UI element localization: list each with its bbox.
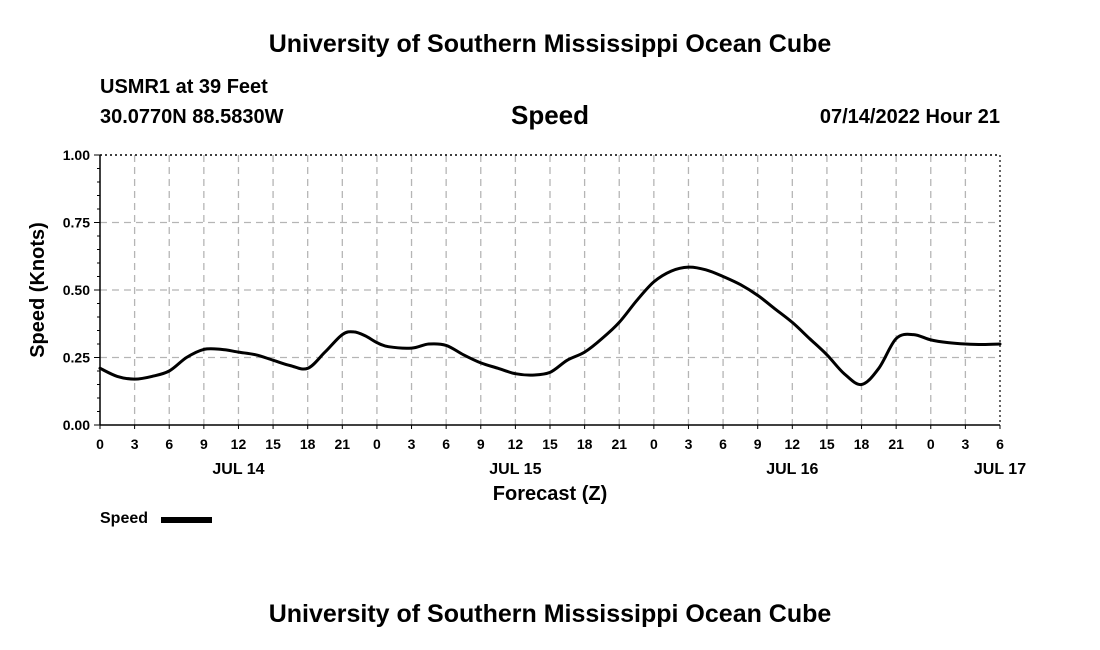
footer-title: University of Southern Mississippi Ocean… [268, 600, 832, 628]
x-tick-label: 21 [611, 436, 627, 452]
x-tick-label: 9 [200, 436, 208, 452]
legend-label: Speed [100, 510, 149, 527]
x-tick-label: 6 [719, 436, 727, 452]
x-tick-label: 6 [996, 436, 1004, 452]
x-tick-label: 21 [888, 436, 904, 452]
y-tick-label: 0.00 [63, 417, 90, 433]
x-date-label: JUL 14 [212, 461, 264, 478]
x-tick-label: 9 [754, 436, 762, 452]
x-tick-label: 18 [300, 436, 316, 452]
legend-line-swatch [161, 517, 212, 523]
coordinates-label: 30.0770N 88.5830W [100, 106, 284, 128]
x-tick-label: 21 [335, 436, 351, 452]
x-date-label: JUL 16 [766, 461, 818, 478]
x-tick-label: 15 [819, 436, 835, 452]
x-tick-label: 18 [854, 436, 870, 452]
x-tick-label: 18 [577, 436, 593, 452]
speed-series-line [98, 265, 1002, 387]
x-tick-label: 15 [265, 436, 281, 452]
station-label: USMR1 at 39 Feet [100, 76, 268, 98]
x-tick-label: 3 [131, 436, 139, 452]
y-axis-title: Speed (Knots) [27, 222, 49, 358]
x-tick-label: 3 [961, 436, 969, 452]
chart-title: Speed [510, 100, 590, 130]
x-tick-label: 15 [542, 436, 558, 452]
x-tick-label: 0 [373, 436, 381, 452]
x-tick-label: 6 [165, 436, 173, 452]
x-tick-label: 0 [96, 436, 104, 452]
x-axis-title: Forecast (Z) [493, 483, 607, 505]
x-tick-label: 3 [408, 436, 416, 452]
y-tick-label: 0.25 [63, 350, 90, 366]
x-tick-label: 0 [927, 436, 935, 452]
y-tick-label: 1.00 [63, 147, 90, 163]
page-title: University of Southern Mississippi Ocean… [268, 30, 832, 58]
x-date-label: JUL 15 [489, 461, 541, 478]
y-tick-label: 0.50 [63, 282, 90, 298]
x-tick-label: 9 [477, 436, 485, 452]
x-tick-label: 0 [650, 436, 658, 452]
y-tick-label: 0.75 [63, 215, 90, 231]
x-tick-label: 12 [508, 436, 524, 452]
speed-chart: 0.00 0.25 0.50 0.75 1.00 0 3 6 9 12 15 18 21 0 3 6 9 12 15… [27, 147, 1026, 505]
x-tick-label: 6 [442, 436, 450, 452]
x-tick-label: 12 [785, 436, 801, 452]
x-tick-label: 12 [231, 436, 247, 452]
x-date-label: JUL 17 [974, 461, 1026, 478]
x-tick-label: 3 [685, 436, 693, 452]
forecast-datetime: 07/14/2022 Hour 21 [819, 106, 1000, 128]
